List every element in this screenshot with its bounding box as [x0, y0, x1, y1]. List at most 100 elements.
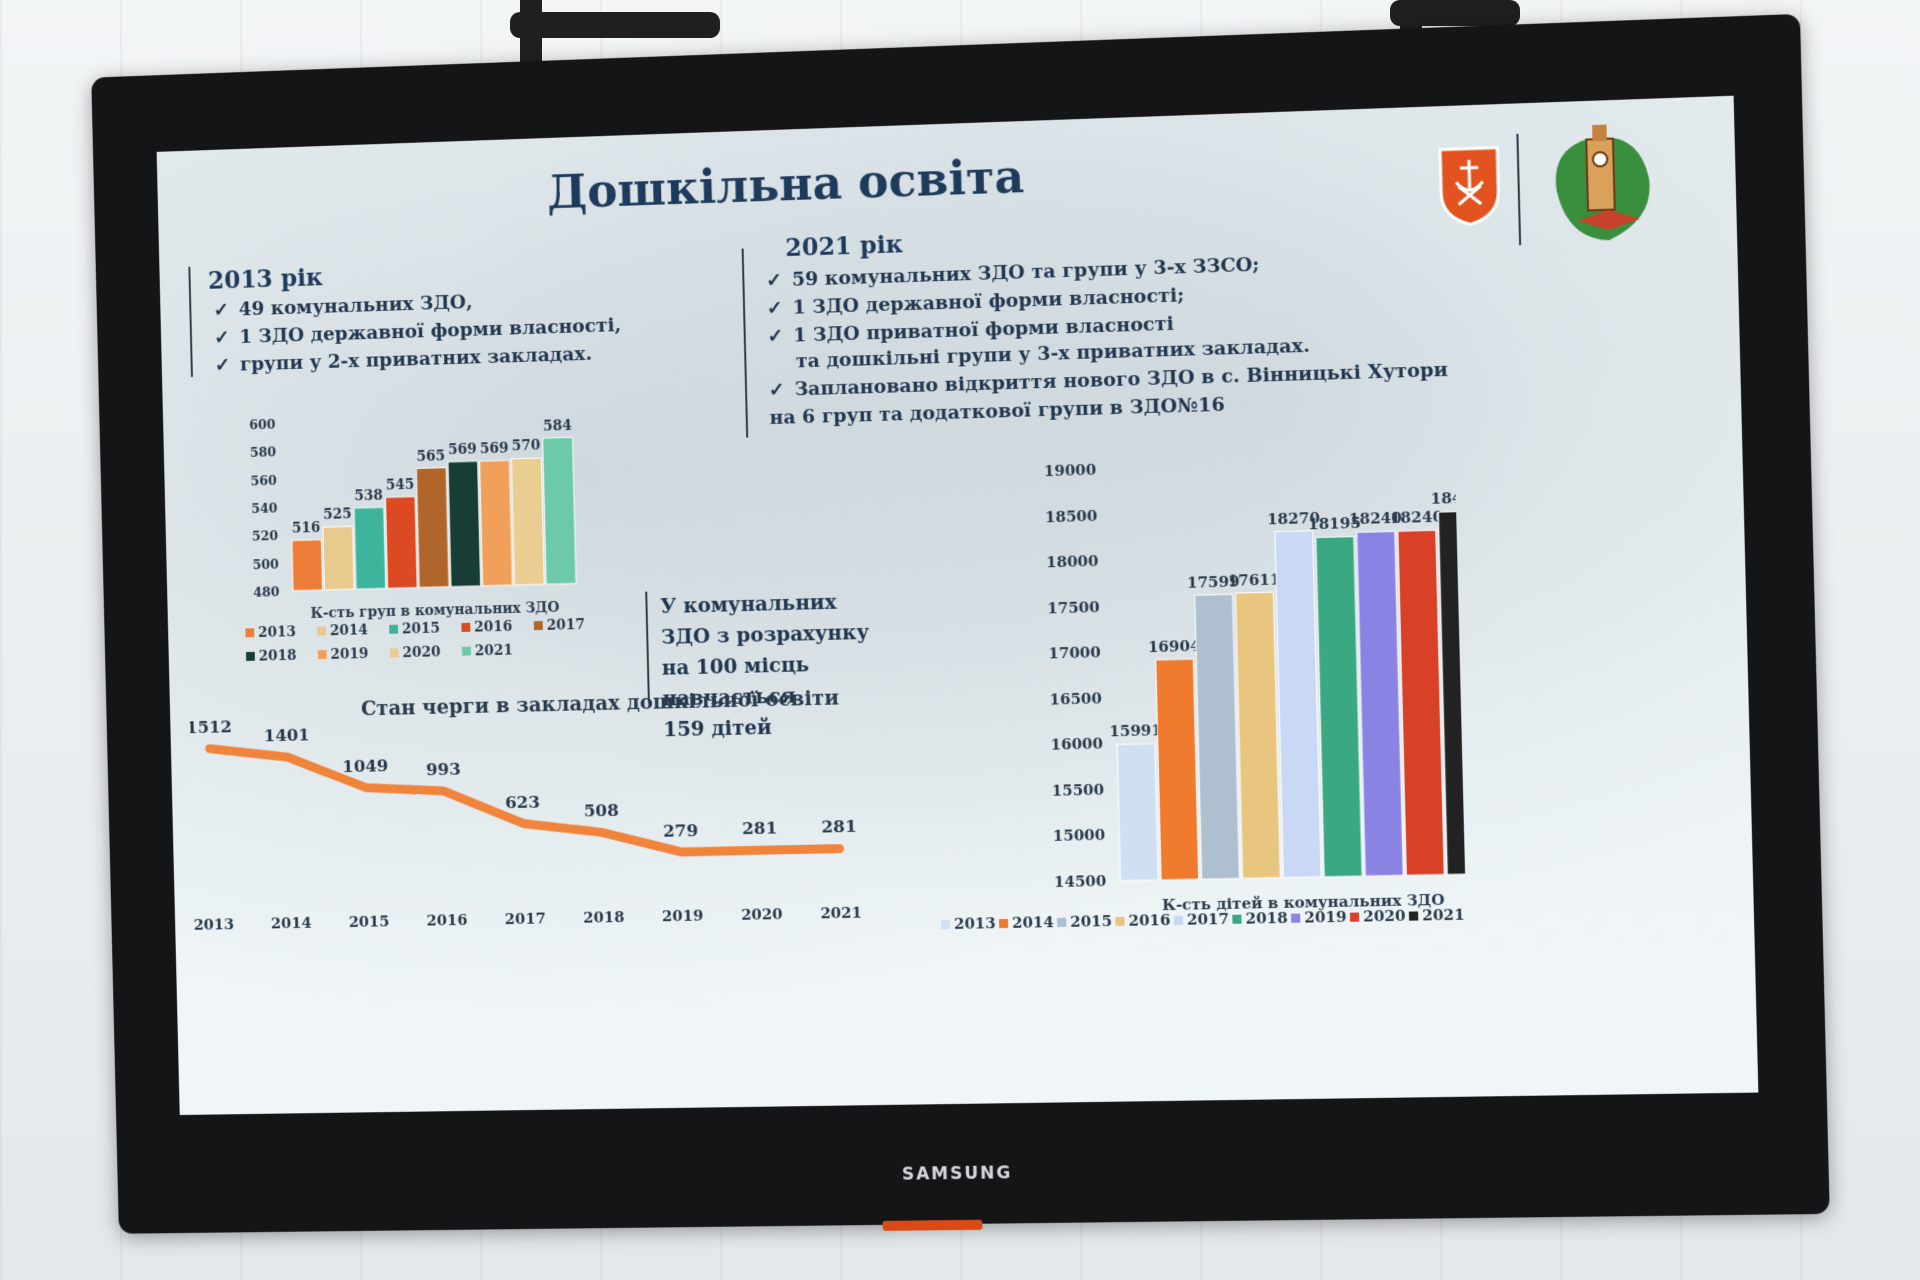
y-tick-label: 17500 — [1047, 598, 1100, 618]
bar — [448, 461, 481, 587]
y-tick-label: 580 — [250, 446, 277, 462]
y-tick-label: 18000 — [1046, 552, 1099, 572]
education-emblem-logo — [1545, 117, 1661, 253]
check-icon: ✓ — [215, 354, 231, 376]
legend-swatch — [1057, 918, 1066, 927]
data-label: 584 — [543, 417, 572, 434]
legend-label: 2018 — [259, 648, 297, 665]
data-label: 281 — [742, 818, 778, 839]
x-tick-label: 2018 — [583, 908, 624, 927]
y-tick-label: 14500 — [1054, 872, 1107, 891]
legend-label: 2013 — [954, 914, 996, 933]
children-bar-chart: 14500 15000 15500 16000 16500 17000 17500 18000… — [929, 429, 1466, 944]
legend-swatch — [461, 623, 470, 632]
data-label: 508 — [584, 800, 619, 821]
legend-swatch — [1115, 917, 1124, 926]
legend-swatch — [941, 920, 950, 929]
y-tick-label: 18500 — [1045, 506, 1098, 526]
bar — [416, 468, 449, 588]
x-tick-label: 2016 — [426, 911, 467, 930]
x-tick-label: 2015 — [349, 912, 390, 931]
legend-swatch — [390, 648, 399, 657]
data-label: 993 — [426, 759, 461, 780]
y-tick-label: 16000 — [1050, 735, 1103, 754]
bar — [1316, 537, 1362, 877]
bar — [323, 526, 354, 590]
legend-label: 2018 — [1245, 909, 1288, 928]
year-2021-heading: 2021 рік — [785, 229, 903, 262]
legend-label: 2019 — [330, 646, 368, 663]
data-label: 623 — [505, 791, 540, 812]
data-label: 1512 — [189, 716, 232, 737]
mount-bar — [1390, 0, 1520, 26]
legend-label: 2020 — [402, 644, 440, 661]
x-tick-label: 2014 — [271, 914, 312, 933]
y-tick-label: 520 — [252, 529, 279, 545]
y-tick-label: 15500 — [1052, 780, 1105, 799]
power-indicator — [882, 1220, 982, 1231]
bar — [511, 458, 544, 585]
legend-label: 2016 — [1128, 911, 1170, 930]
data-label: 570 — [511, 438, 540, 455]
bar — [1398, 530, 1445, 875]
bar — [1117, 744, 1158, 881]
x-tick-label: 2019 — [662, 906, 704, 925]
legend-label: 2017 — [546, 617, 585, 634]
legend-label: 2019 — [1304, 908, 1347, 927]
x-tick-label: 2021 — [820, 903, 862, 922]
legend-label: 2017 — [1187, 910, 1230, 929]
check-icon: ✓ — [767, 297, 783, 319]
queue-line-chart: Стан черги в закладах дошкільної освіти1… — [189, 685, 902, 957]
legend-label: 2015 — [1070, 912, 1112, 931]
legend-label: 2014 — [1012, 913, 1054, 932]
legend-swatch — [318, 650, 327, 659]
legend-swatch — [534, 621, 543, 630]
data-label: 18240 — [1390, 508, 1444, 528]
legend-swatch — [245, 628, 254, 637]
legend-label: 2020 — [1363, 906, 1406, 925]
data-label: 565 — [416, 448, 445, 465]
bar — [480, 460, 513, 586]
data-label: 15991 — [1109, 721, 1162, 740]
legend-label: 2014 — [330, 622, 369, 639]
check-icon: ✓ — [766, 269, 782, 291]
legend-label: 2021 — [1422, 905, 1465, 924]
y-tick-label: 480 — [253, 585, 280, 601]
x-tick-label: 2020 — [741, 905, 783, 924]
tv-frame: Дошкільна освіта 2013 рік ✓ 49 комунальни… — [91, 14, 1830, 1234]
data-label: 516 — [292, 520, 321, 537]
data-label: 16904 — [1148, 637, 1201, 657]
x-tick-label: 2013 — [193, 915, 234, 934]
legend-swatch — [1232, 915, 1241, 924]
legend-swatch — [1409, 911, 1418, 920]
bar — [1275, 531, 1321, 878]
check-icon: ✓ — [767, 325, 783, 347]
legend-label: 2016 — [474, 619, 513, 636]
legend-label: 2015 — [402, 621, 440, 638]
data-label: 569 — [448, 441, 477, 458]
bar — [543, 437, 576, 584]
y-tick-label: 16500 — [1049, 689, 1102, 708]
bar — [1156, 659, 1199, 880]
y-tick-label: 15000 — [1053, 826, 1106, 845]
bar — [354, 507, 386, 589]
coat-of-arms-logo — [1437, 145, 1502, 228]
check-icon: ✓ — [769, 379, 785, 401]
data-label: 17611 — [1227, 570, 1280, 590]
legend-swatch — [246, 652, 255, 661]
data-label: 1401 — [264, 725, 310, 746]
legend-label: 2021 — [475, 642, 514, 659]
legend-swatch — [999, 919, 1008, 928]
legend-swatch — [1291, 914, 1300, 923]
legend-swatch — [317, 626, 326, 635]
y-tick-label: 560 — [250, 473, 277, 489]
year-2013-heading: 2013 рік — [208, 262, 323, 294]
bar — [292, 540, 323, 591]
x-tick-label: 2017 — [505, 909, 546, 928]
data-label: 545 — [386, 477, 415, 494]
legend-swatch — [389, 625, 398, 634]
data-label: 281 — [821, 816, 857, 837]
tv-brand-logo: SAMSUNG — [118, 1153, 1829, 1195]
data-label: 279 — [663, 820, 699, 841]
bar — [1236, 592, 1281, 878]
